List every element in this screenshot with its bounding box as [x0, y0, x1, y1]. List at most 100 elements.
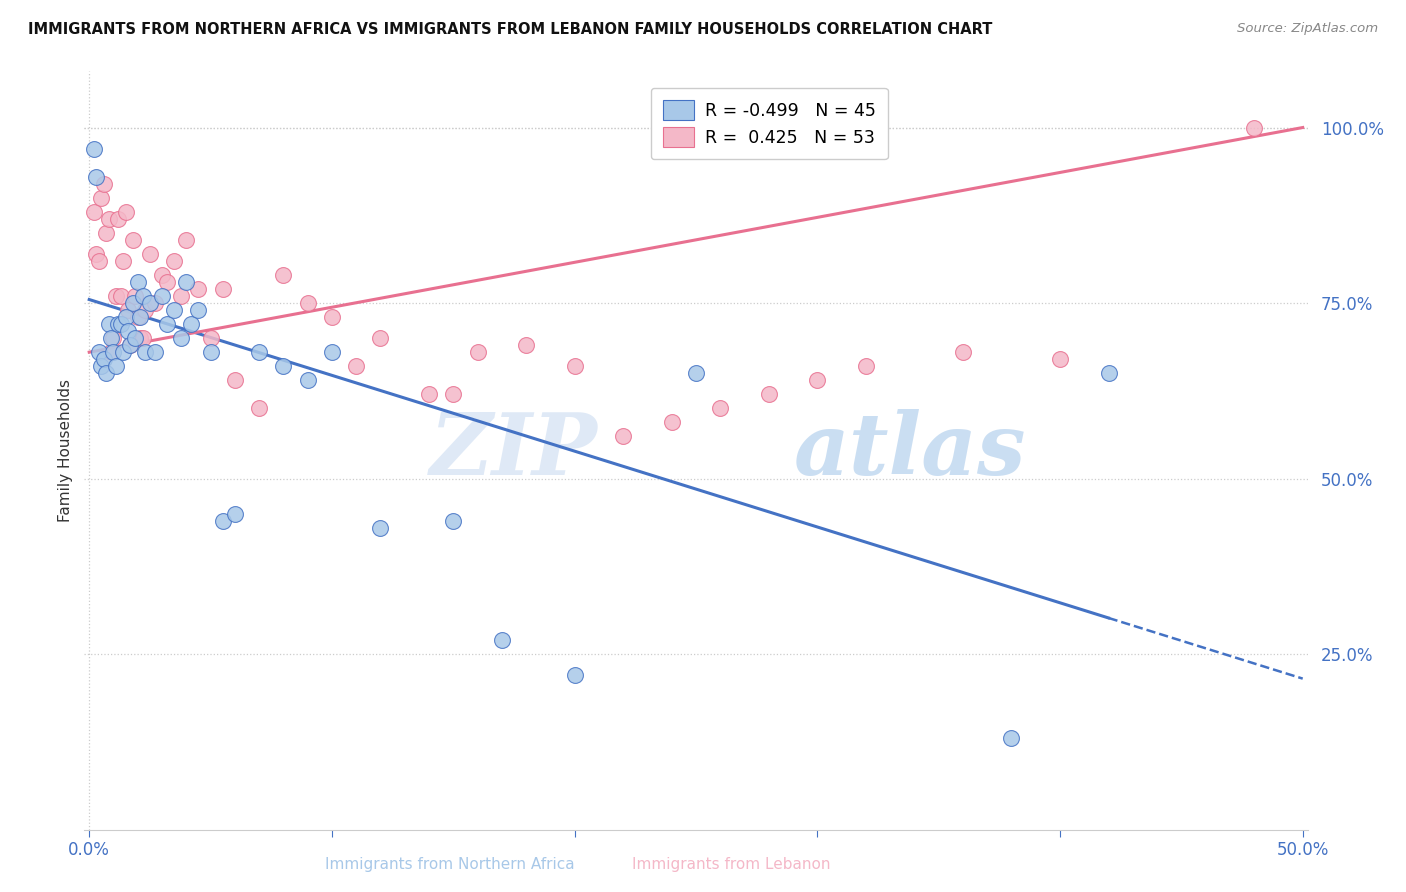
Point — [131, 289, 153, 303]
Point — [321, 345, 343, 359]
Point — [112, 345, 135, 359]
Point — [297, 296, 319, 310]
Y-axis label: Family Households: Family Households — [58, 379, 73, 522]
Point — [112, 254, 135, 268]
Point — [564, 359, 586, 374]
Text: Immigrants from Northern Africa: Immigrants from Northern Africa — [325, 857, 575, 872]
Point — [120, 338, 142, 352]
Text: Source: ZipAtlas.com: Source: ZipAtlas.com — [1237, 22, 1378, 36]
Point — [211, 514, 233, 528]
Point — [131, 331, 153, 345]
Point — [127, 310, 149, 324]
Point — [156, 275, 179, 289]
Point — [370, 521, 392, 535]
Point — [117, 324, 139, 338]
Legend: R = -0.499   N = 45, R =  0.425   N = 53: R = -0.499 N = 45, R = 0.425 N = 53 — [651, 87, 887, 159]
Point — [100, 345, 122, 359]
Point — [187, 282, 209, 296]
Point — [107, 317, 129, 331]
Point — [661, 416, 683, 430]
Point — [107, 211, 129, 226]
Point — [150, 289, 173, 303]
Point — [139, 296, 162, 310]
Point — [170, 331, 193, 345]
Point — [104, 289, 127, 303]
Point — [129, 310, 152, 324]
Point — [187, 303, 209, 318]
Point — [163, 254, 186, 268]
Point — [224, 507, 246, 521]
Point — [441, 514, 464, 528]
Point — [200, 331, 222, 345]
Point — [806, 373, 828, 387]
Point — [114, 204, 136, 219]
Text: IMMIGRANTS FROM NORTHERN AFRICA VS IMMIGRANTS FROM LEBANON FAMILY HOUSEHOLDS COR: IMMIGRANTS FROM NORTHERN AFRICA VS IMMIG… — [28, 22, 993, 37]
Point — [612, 429, 634, 443]
Point — [134, 345, 156, 359]
Point — [114, 310, 136, 324]
Point — [1049, 352, 1071, 367]
Point — [344, 359, 367, 374]
Point — [103, 345, 125, 359]
Point — [1000, 731, 1022, 746]
Point — [370, 331, 392, 345]
Point — [93, 352, 115, 367]
Point — [100, 331, 122, 345]
Point — [758, 387, 780, 401]
Point — [139, 247, 162, 261]
Point — [117, 303, 139, 318]
Point — [273, 359, 295, 374]
Point — [96, 366, 118, 380]
Point — [163, 303, 186, 318]
Point — [174, 233, 197, 247]
Point — [93, 177, 115, 191]
Point — [124, 331, 146, 345]
Point — [83, 204, 105, 219]
Point — [491, 633, 513, 648]
Point — [127, 275, 149, 289]
Point — [134, 303, 156, 318]
Point — [247, 345, 270, 359]
Point — [174, 275, 197, 289]
Point — [952, 345, 974, 359]
Point — [129, 331, 152, 345]
Point — [297, 373, 319, 387]
Point — [83, 142, 105, 156]
Point — [200, 345, 222, 359]
Text: Immigrants from Lebanon: Immigrants from Lebanon — [631, 857, 831, 872]
Point — [418, 387, 440, 401]
Point — [87, 254, 110, 268]
Point — [97, 211, 120, 226]
Point — [170, 289, 193, 303]
Point — [96, 226, 118, 240]
Point — [120, 338, 142, 352]
Point — [87, 345, 110, 359]
Point — [97, 317, 120, 331]
Point — [180, 317, 202, 331]
Point — [685, 366, 707, 380]
Point — [122, 296, 145, 310]
Point — [143, 345, 166, 359]
Point — [273, 268, 295, 282]
Point — [564, 668, 586, 682]
Point — [1243, 120, 1265, 135]
Point — [855, 359, 877, 374]
Point — [110, 317, 132, 331]
Point — [104, 359, 127, 374]
Point — [1097, 366, 1119, 380]
Point — [515, 338, 537, 352]
Point — [709, 401, 731, 416]
Point — [86, 247, 108, 261]
Point — [86, 169, 108, 184]
Point — [441, 387, 464, 401]
Point — [224, 373, 246, 387]
Point — [90, 191, 112, 205]
Point — [90, 359, 112, 374]
Point — [110, 289, 132, 303]
Point — [124, 289, 146, 303]
Point — [143, 296, 166, 310]
Point — [211, 282, 233, 296]
Text: atlas: atlas — [794, 409, 1026, 492]
Point — [103, 331, 125, 345]
Point — [467, 345, 489, 359]
